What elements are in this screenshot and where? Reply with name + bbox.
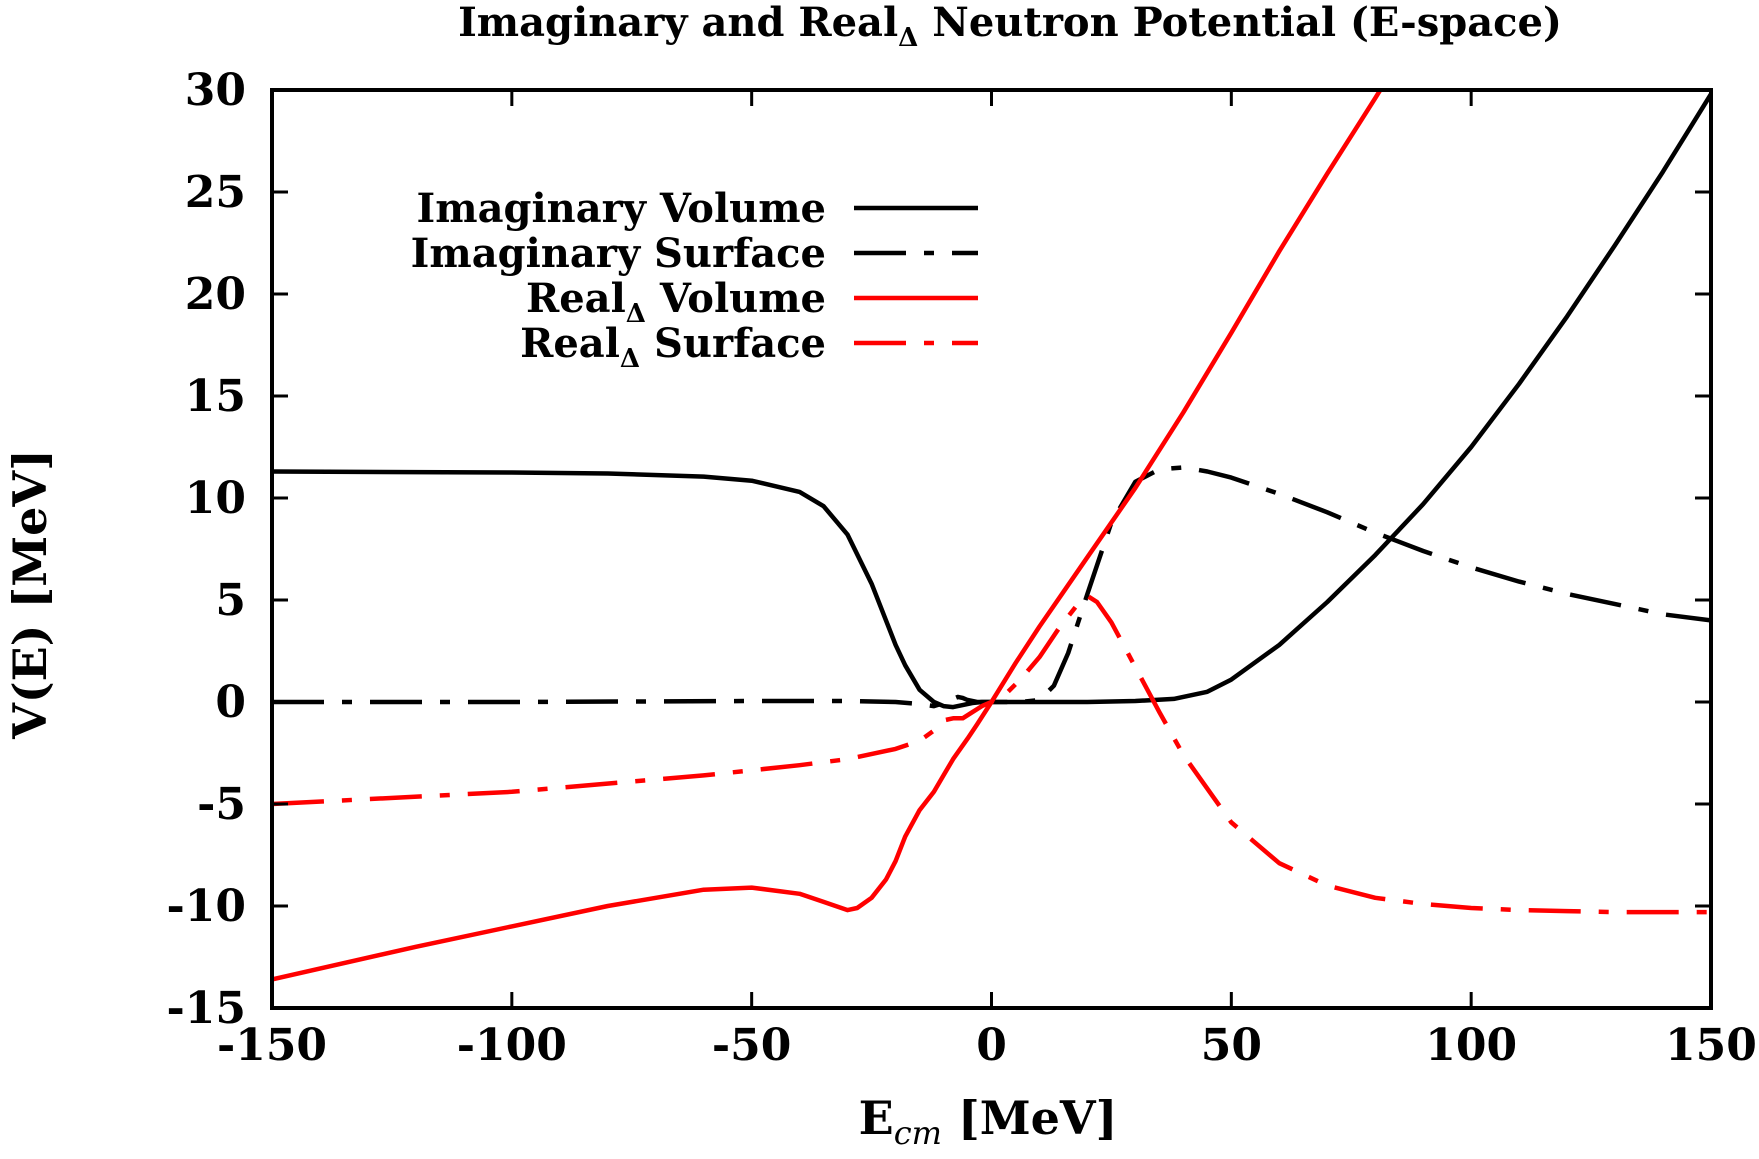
x-tick-label: -50 (712, 1020, 792, 1071)
x-axis: -150 -100 -50 0 50 100 150 (217, 90, 1757, 1071)
y-tick-label: 10 (185, 473, 246, 524)
legend-label: RealΔ Volume (526, 275, 826, 329)
x-tick-label: 0 (976, 1020, 1007, 1071)
y-tick-label: -15 (167, 983, 247, 1034)
y-tick-label: -10 (167, 881, 247, 932)
x-tick-label: 50 (1201, 1020, 1262, 1071)
y-axis: -15 -10 -5 0 5 10 15 20 25 30 (167, 65, 1711, 1034)
x-tick-label: -150 (217, 1020, 327, 1071)
series-line-4 (272, 593, 1711, 915)
x-tick-label: -100 (457, 1020, 567, 1071)
y-tick-label: 0 (215, 677, 246, 728)
legend-label: Imaginary Surface (411, 230, 826, 277)
y-tick-label: 15 (185, 371, 246, 422)
legend-label: RealΔ Surface (520, 320, 826, 374)
x-tick-label: 150 (1665, 1020, 1757, 1071)
legend-item: RealΔ Surface (520, 320, 978, 374)
legend-item: Imaginary Surface (411, 230, 978, 277)
series-line-3 (272, 90, 1383, 982)
legend-label: Imaginary Volume (417, 185, 826, 232)
legend-item: Imaginary Volume (417, 185, 978, 232)
y-tick-label: 30 (185, 65, 246, 116)
legend-item: RealΔ Volume (526, 275, 978, 329)
chart-title: Imaginary and RealΔ Neutron Potential (E… (458, 0, 1562, 53)
y-tick-label: -5 (197, 779, 246, 830)
y-tick-label: 20 (185, 269, 246, 320)
y-axis-label: V(E) [MeV] (3, 449, 57, 740)
series-line-2 (272, 465, 1711, 709)
y-tick-label: 25 (185, 167, 246, 218)
y-tick-label: 5 (215, 575, 246, 626)
x-tick-label: 100 (1425, 1020, 1517, 1071)
x-axis-label: Ecm [MeV] (859, 1091, 1118, 1152)
